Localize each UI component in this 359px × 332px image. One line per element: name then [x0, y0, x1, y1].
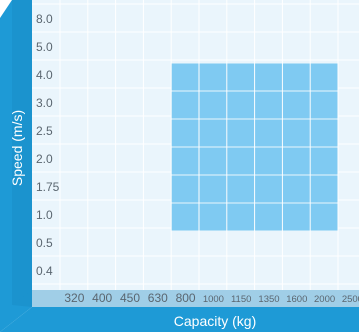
highlight-cell [199, 175, 227, 203]
highlight-cell [199, 63, 227, 91]
y-tick-label: 3.0 [36, 96, 53, 110]
y-tick-label: 1.75 [36, 180, 60, 194]
highlight-cell [227, 119, 255, 147]
x-tick-label: 1600 [286, 294, 307, 305]
highlight-cell [227, 63, 255, 91]
highlight-region [171, 63, 338, 231]
highlight-cell [171, 119, 199, 147]
highlight-cell [282, 119, 310, 147]
y-tick-label: 5.0 [36, 40, 53, 54]
x-tick-labels: 320 400 450 630 800 1000 1150 1350 1600 2000 2500 [64, 291, 359, 305]
highlight-cell [199, 119, 227, 147]
x-tick-label: 800 [176, 291, 196, 305]
y-tick-label: 0.4 [36, 264, 53, 278]
highlight-cell [171, 91, 199, 119]
highlight-cell [227, 203, 255, 231]
x-tick-label: 630 [148, 291, 168, 305]
x-tick-label: 400 [92, 291, 112, 305]
y-axis-band [0, 0, 32, 332]
grid-lines [32, 0, 359, 290]
x-axis-band-face [12, 290, 359, 307]
x-tick-label: 2000 [314, 294, 335, 305]
highlight-cell [282, 91, 310, 119]
x-tick-label: 450 [120, 291, 140, 305]
y-axis-band-face [12, 0, 32, 305]
y-tick-label: 2.5 [36, 124, 53, 138]
highlight-cell [171, 203, 199, 231]
highlight-cell [255, 63, 282, 91]
highlight-cell [171, 63, 199, 91]
y-tick-label: 0.5 [36, 236, 53, 250]
highlight-cell [255, 91, 282, 119]
y-tick-label: 8.0 [36, 12, 53, 26]
highlight-cell [282, 147, 310, 175]
highlight-cell [310, 63, 338, 91]
highlight-cell [227, 91, 255, 119]
highlight-cell [227, 175, 255, 203]
highlight-cell [199, 91, 227, 119]
highlight-cell [255, 175, 282, 203]
highlight-cell [310, 175, 338, 203]
x-tick-label: 1350 [258, 294, 279, 305]
x-tick-label: 320 [64, 291, 84, 305]
highlight-cell [310, 91, 338, 119]
highlight-cell [227, 147, 255, 175]
highlight-cell [199, 203, 227, 231]
x-tick-label: 2500 [342, 294, 359, 305]
highlight-cell [255, 203, 282, 231]
highlight-cell [171, 147, 199, 175]
y-tick-labels: 8.0 5.0 4.0 3.0 2.5 2.0 1.75 1.0 0.5 0.4 [36, 12, 60, 278]
y-tick-label: 4.0 [36, 68, 53, 82]
highlight-cell [199, 147, 227, 175]
x-tick-label: 1000 [203, 294, 224, 305]
y-tick-label: 2.0 [36, 152, 53, 166]
highlight-cell [310, 203, 338, 231]
y-tick-label: 1.0 [36, 208, 53, 222]
highlight-cell [310, 119, 338, 147]
highlight-cell [171, 175, 199, 203]
y-axis-label: Speed (m/s) [9, 110, 25, 186]
highlight-cell [282, 175, 310, 203]
x-axis-label: Capacity (kg) [174, 313, 256, 329]
x-axis-band [0, 307, 359, 332]
x-tick-label: 1150 [231, 294, 251, 305]
highlight-cell [282, 63, 310, 91]
highlight-cell [255, 147, 282, 175]
highlight-cell [310, 147, 338, 175]
highlight-cell [255, 119, 282, 147]
highlight-cell [282, 203, 310, 231]
